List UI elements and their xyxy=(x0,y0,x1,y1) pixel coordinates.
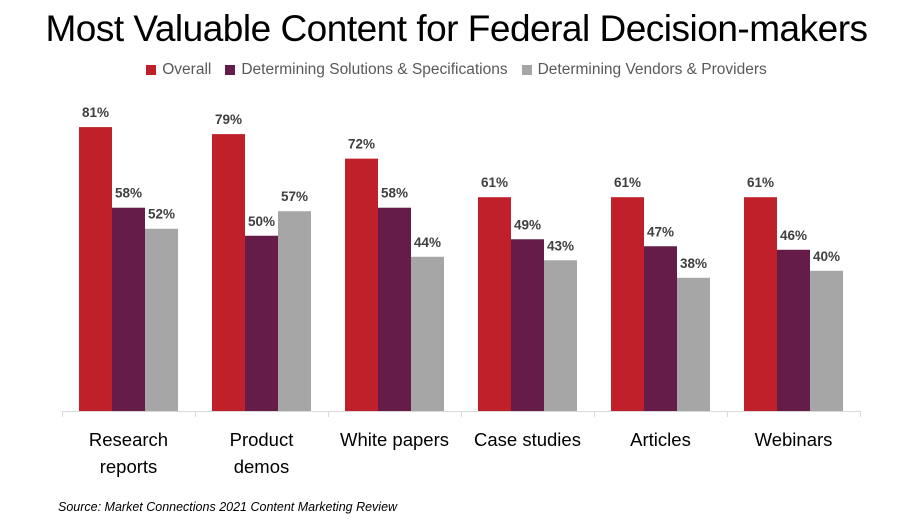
data-label: 38% xyxy=(680,256,707,271)
bar xyxy=(810,270,843,411)
data-label: 61% xyxy=(614,175,641,190)
bar xyxy=(378,207,411,411)
bar xyxy=(777,249,810,411)
data-label: 47% xyxy=(647,224,674,239)
legend-label-solutions: Determining Solutions & Specifications xyxy=(241,61,508,78)
bar xyxy=(278,211,311,411)
legend-item-overall: Overall xyxy=(146,61,211,79)
bar xyxy=(345,158,378,411)
data-label: 40% xyxy=(813,249,840,264)
bar xyxy=(212,134,245,412)
data-label: 44% xyxy=(414,235,441,250)
bar xyxy=(744,197,777,411)
legend-item-solutions: Determining Solutions & Specifications xyxy=(225,61,508,79)
chart-legend: Overall Determining Solutions & Specific… xyxy=(0,61,913,79)
category-label: demos xyxy=(234,456,290,477)
data-label: 57% xyxy=(281,189,308,204)
bar xyxy=(644,246,677,411)
chart-title: Most Valuable Content for Federal Decisi… xyxy=(45,8,868,49)
data-label: 52% xyxy=(148,207,175,222)
legend-swatch-vendors xyxy=(521,65,532,75)
category-label: reports xyxy=(100,456,158,477)
bar xyxy=(411,256,444,411)
category-label: Articles xyxy=(630,429,691,450)
category-label: White papers xyxy=(340,429,449,450)
bar xyxy=(145,228,178,411)
legend-label-vendors: Determining Vendors & Providers xyxy=(537,61,767,78)
source-note: Source: Market Connections 2021 Content … xyxy=(58,500,398,514)
category-label: Webinars xyxy=(755,429,833,450)
data-label: 72% xyxy=(348,137,375,152)
bar xyxy=(478,197,511,411)
bar xyxy=(79,127,112,411)
bar xyxy=(112,207,145,411)
data-label: 50% xyxy=(248,214,275,229)
data-label: 79% xyxy=(215,112,242,127)
bar xyxy=(611,197,644,411)
category-label: Product xyxy=(230,429,294,450)
legend-item-vendors: Determining Vendors & Providers xyxy=(521,61,767,79)
data-label: 46% xyxy=(780,228,807,243)
data-label: 81% xyxy=(82,105,109,120)
bar xyxy=(544,260,577,411)
legend-label-overall: Overall xyxy=(162,61,212,78)
data-label: 61% xyxy=(747,175,774,190)
data-label: 49% xyxy=(514,217,541,232)
data-label: 58% xyxy=(115,186,142,201)
data-label: 58% xyxy=(381,186,408,201)
bar xyxy=(677,277,710,411)
bar xyxy=(511,239,544,411)
data-label: 61% xyxy=(481,175,508,190)
data-label: 43% xyxy=(547,238,574,253)
category-label: Research xyxy=(89,429,168,450)
legend-swatch-overall xyxy=(146,65,157,75)
legend-swatch-solutions xyxy=(225,65,236,75)
category-label: Case studies xyxy=(474,429,581,450)
bar xyxy=(245,235,278,411)
